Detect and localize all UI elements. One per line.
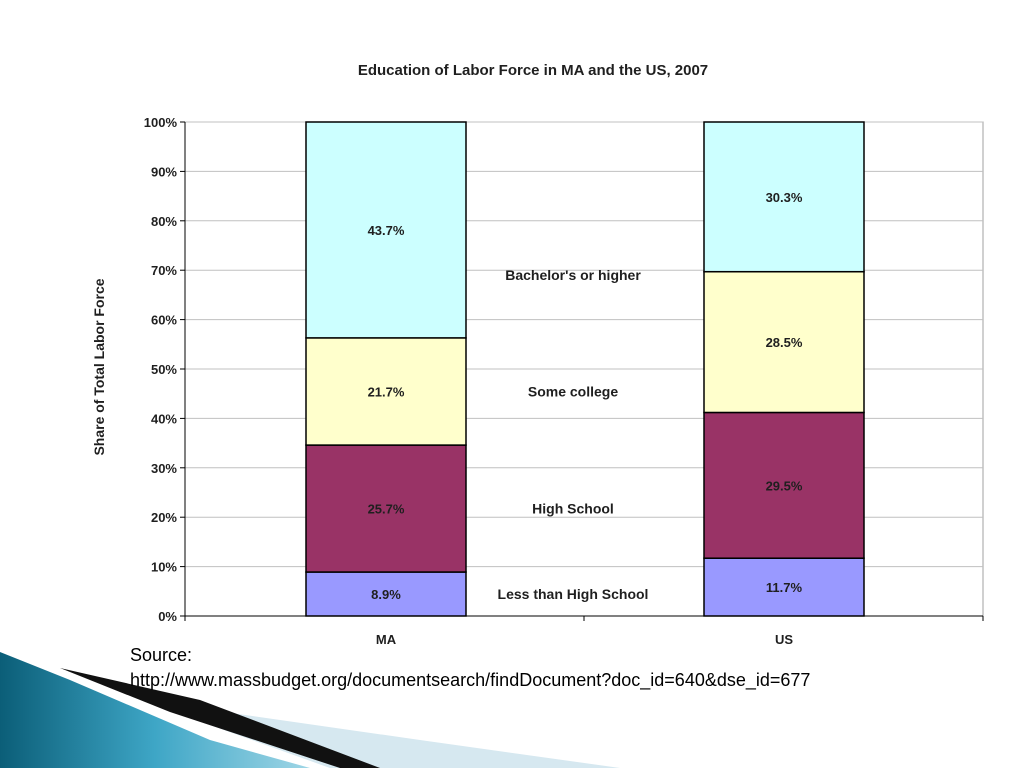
bar-segment <box>305 571 467 617</box>
data-label: 29.5% <box>766 478 803 493</box>
y-tick-label: 0% <box>158 609 177 624</box>
y-tick-label: 90% <box>151 164 177 179</box>
decor-teal-swoosh <box>0 652 310 768</box>
series-labels: Less than High School High School Some col… <box>498 267 649 602</box>
chart-title: Education of Labor Force in MA and the U… <box>358 62 708 79</box>
y-axis-label: Share of Total Labor Force <box>91 278 107 455</box>
bar-segment <box>703 411 865 559</box>
bar-segment <box>305 337 467 446</box>
y-tick-label: 80% <box>151 214 177 229</box>
bar-segment <box>703 270 865 414</box>
bars: 8.9% 25.7% 21.7% 43.7% 11.7% 29.5% 28.5% 30.3% <box>305 121 865 617</box>
data-label: 43.7% <box>368 223 405 238</box>
data-label: 25.7% <box>368 502 405 517</box>
bar-segment <box>703 121 865 273</box>
data-label: 8.9% <box>371 587 401 602</box>
y-tick-label: 40% <box>151 411 177 426</box>
series-label: Less than High School <box>498 586 649 602</box>
series-label: Some college <box>528 383 618 399</box>
decor-black-swoosh <box>60 668 380 768</box>
y-tick-label: 50% <box>151 362 177 377</box>
bar-segment <box>703 557 865 617</box>
data-label: 30.3% <box>766 190 803 205</box>
bar-segment <box>305 444 467 573</box>
bar-segment <box>305 121 467 339</box>
data-label: 21.7% <box>368 384 405 399</box>
x-tick-label: MA <box>376 632 397 647</box>
decor-light-swoosh <box>140 700 620 768</box>
data-label: 11.7% <box>766 580 803 595</box>
source-url: http://www.massbudget.org/documentsearch… <box>130 670 811 690</box>
y-tick-label: 30% <box>151 461 177 476</box>
y-tick-label: 60% <box>151 313 177 328</box>
y-tick-label: 10% <box>151 560 177 575</box>
series-label: High School <box>532 501 614 517</box>
source-citation: Source: http://www.massbudget.org/docume… <box>130 643 810 693</box>
x-tick-label: US <box>775 632 793 647</box>
source-label: Source: <box>130 645 193 665</box>
series-label: Bachelor's or higher <box>505 267 641 283</box>
data-label: 28.5% <box>766 335 803 350</box>
y-tick-labels: 0% 10% 20% 30% 40% 50% 60% 70% 80% 90% 100% <box>144 115 178 624</box>
x-axis: MA US <box>184 122 984 647</box>
y-tick-label: 70% <box>151 263 177 278</box>
y-tick-label: 20% <box>151 510 177 525</box>
y-tick-label: 100% <box>144 115 178 130</box>
